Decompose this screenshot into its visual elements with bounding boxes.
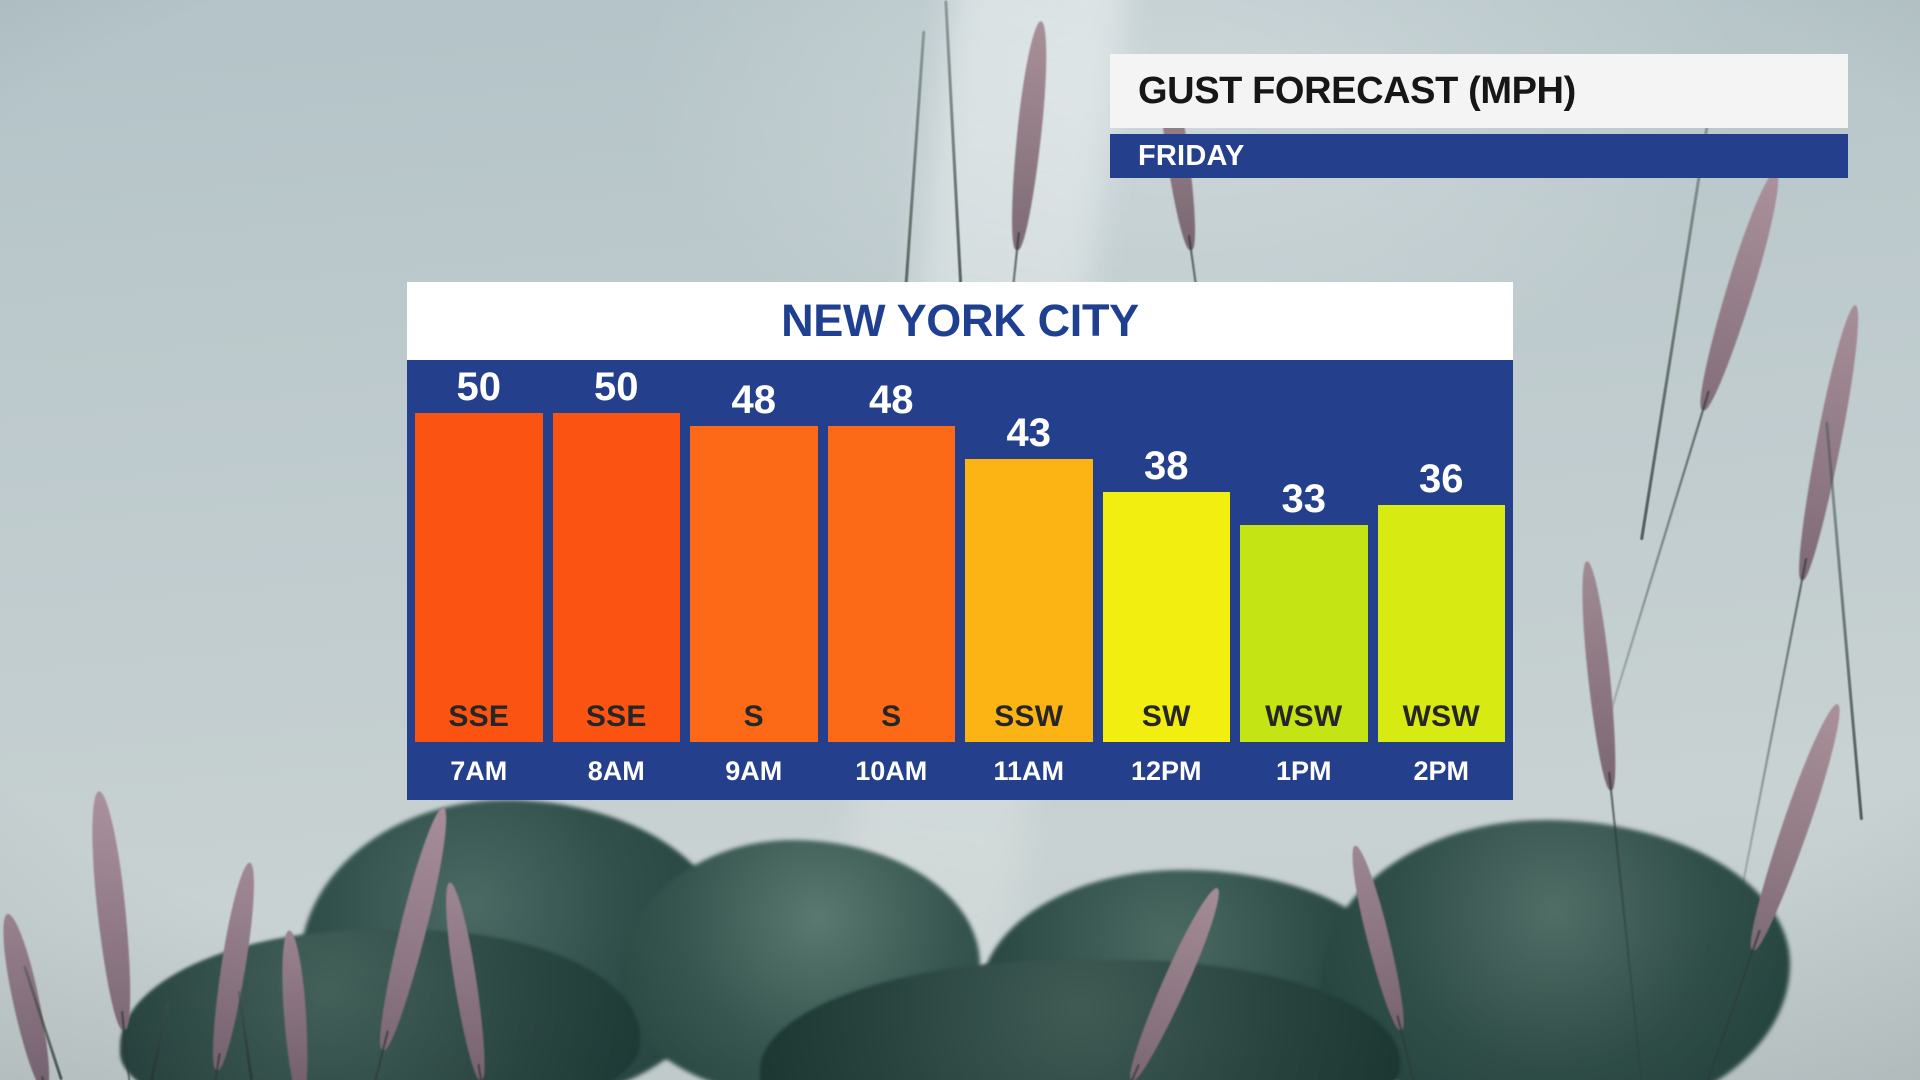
panel-header: NEW YORK CITY: [407, 282, 1513, 360]
time-axis-label: 1PM: [1275, 755, 1332, 786]
gust-forecast-panel: NEW YORK CITY 50 SSE 50 SSE 48 S 48 S 43 SSW 38 SW 3…: [407, 282, 1513, 800]
bar-column[interactable]: 48 S: [690, 360, 818, 742]
tree-canopy: [1320, 820, 1790, 1080]
forecast-heading-bar: GUST FORECAST (MPH): [1110, 54, 1848, 128]
bar-value-label: 50: [456, 365, 502, 409]
bar-column[interactable]: 33 WSW: [1240, 360, 1368, 742]
time-axis-label: 9AM: [725, 755, 783, 786]
time-axis-label: 10AM: [855, 755, 928, 786]
bar-rect[interactable]: S: [827, 426, 955, 742]
time-axis-label: 2PM: [1413, 755, 1470, 786]
forecast-title-block: GUST FORECAST (MPH) FRIDAY: [1110, 54, 1848, 178]
wind-direction-label: S: [743, 700, 764, 733]
bar-value-label: 33: [1281, 477, 1327, 521]
bar-value-label: 48: [731, 378, 777, 422]
panel-body: 50 SSE 50 SSE 48 S 48 S 43 SSW 38 SW 33 WSW 36 WSW 7AM 8…: [407, 360, 1513, 800]
wind-direction-label: SSW: [994, 700, 1064, 733]
bar-rect[interactable]: SW: [1102, 492, 1230, 742]
bar-value-label: 36: [1419, 457, 1464, 501]
wind-direction-label: SW: [1141, 700, 1191, 733]
bar-column[interactable]: 50 SSE: [415, 360, 543, 742]
time-axis-label: 11AM: [993, 755, 1065, 786]
wind-direction-label: WSW: [1265, 700, 1343, 733]
bar-rect[interactable]: WSW: [1377, 505, 1505, 742]
bar-rect[interactable]: SSW: [965, 459, 1093, 742]
bar-chart: 50 SSE 50 SSE 48 S 48 S 43 SSW 38 SW 33 WSW 36 WSW: [415, 360, 1505, 742]
forecast-day-bar: FRIDAY: [1110, 134, 1848, 178]
wind-direction-label: WSW: [1402, 700, 1480, 733]
bar-column[interactable]: 50 SSE: [552, 360, 680, 742]
bar-rect[interactable]: SSE: [552, 413, 680, 742]
location-title: NEW YORK CITY: [781, 295, 1139, 346]
bar-rect[interactable]: WSW: [1240, 525, 1368, 742]
bar-column[interactable]: 38 SW: [1102, 360, 1230, 742]
bar-value-label: 38: [1144, 444, 1189, 488]
wind-direction-label: SSE: [585, 700, 647, 733]
time-axis-label: 12PM: [1130, 755, 1202, 786]
wind-direction-label: SSE: [448, 700, 510, 733]
bar-value-label: 48: [869, 378, 914, 422]
bar-value-label: 50: [594, 365, 639, 409]
time-axis: 7AM 8AM 9AM 10AM 11AM 12PM 1PM 2PM: [415, 742, 1505, 800]
wind-direction-label: S: [881, 700, 902, 733]
bar-column[interactable]: 43 SSW: [965, 360, 1093, 742]
time-axis-label: 8AM: [587, 755, 645, 786]
bar-rect[interactable]: S: [690, 426, 818, 742]
bar-column[interactable]: 36 WSW: [1377, 360, 1505, 742]
forecast-heading-text: GUST FORECAST (MPH): [1138, 69, 1576, 112]
time-axis-label: 7AM: [450, 755, 508, 786]
forecast-day-text: FRIDAY: [1138, 139, 1245, 172]
bar-rect[interactable]: SSE: [415, 413, 543, 742]
bar-value-label: 43: [1006, 411, 1052, 455]
bar-column[interactable]: 48 S: [827, 360, 955, 742]
